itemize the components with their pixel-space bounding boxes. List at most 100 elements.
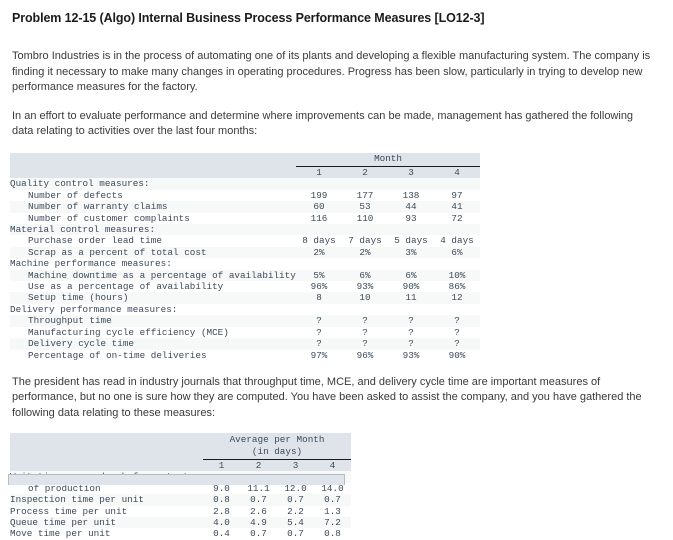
row-value [296, 224, 342, 235]
table-one-col-4: 4 [434, 166, 481, 179]
average-per-month-table: Average per Month (in days) 1 2 3 4 Wait… [10, 433, 352, 540]
rule-gap-2 [10, 457, 203, 460]
row-value: 0.7 [250, 494, 267, 506]
table-row: Number of defects 199 177 138 97 [10, 189, 481, 202]
page-title: Problem 12-15 (Algo) Internal Business P… [12, 11, 485, 25]
spanner-rule-2 [203, 457, 352, 460]
row-value: 41 [451, 201, 463, 213]
rule-gap [10, 164, 296, 167]
row-value: ? [362, 338, 368, 350]
row-value: 7.2 [324, 516, 341, 528]
table-one-col-3: 3 [388, 166, 434, 179]
table-two-spanner-label-1: Average per Month [203, 433, 352, 446]
spanner-gap-2b [10, 445, 203, 458]
table-two-spanner-row-2: (in days) [10, 445, 352, 458]
row-label: Setup time (hours) [28, 292, 129, 304]
spanner-rule [296, 164, 481, 167]
row-value: 0.7 [250, 528, 267, 540]
row-value: 5 days [394, 235, 428, 247]
row-value: 96% [356, 349, 374, 361]
table-row: Throughput time???? [10, 315, 481, 327]
row-label: Scrap as a percent of total cost [28, 246, 207, 258]
row-value: 6% [405, 269, 417, 281]
row-value: 97% [310, 349, 328, 361]
row-value: 8 days [302, 235, 336, 247]
row-label: Machine performance measures: [10, 258, 172, 270]
table-row: Machine downtime as a percentage of avai… [10, 269, 481, 282]
table-row: Queue time per unit 4.0 4.9 5.4 7.2 [10, 516, 352, 529]
row-value: ? [408, 315, 414, 327]
row-value: ? [454, 326, 460, 338]
spanner-gap [10, 152, 296, 165]
row-value: 60 [313, 201, 325, 213]
row-value: 96% [310, 281, 328, 293]
row-label: Delivery cycle time [28, 338, 135, 350]
table-row: Inspection time per unit 0.8 0.7 0.7 0.7 [10, 494, 352, 506]
table-row: Delivery cycle time???? [10, 338, 481, 350]
row-value: 2% [359, 246, 371, 258]
row-label: Delivery performance measures: [10, 303, 178, 315]
table-two-spanner-row-1: Average per Month [10, 433, 352, 446]
row-value: 86% [448, 281, 466, 293]
row-label: Number of warranty claims [28, 201, 168, 213]
table-row: Manufacturing cycle efficiency (MCE)???? [10, 326, 481, 339]
table-two-header-row: 1 2 3 4 [10, 459, 352, 472]
table-one-body: Quality control measures: Number of defe… [10, 178, 481, 361]
row-value [434, 224, 480, 235]
row-value [388, 178, 434, 189]
row-value [296, 258, 342, 269]
table-row: Number of warranty claims 60 53 44 41 [10, 201, 481, 213]
row-value: ? [454, 315, 460, 327]
row-value: 10% [448, 269, 466, 281]
table-row: Machine performance measures: [10, 258, 481, 270]
row-value [296, 178, 342, 189]
table-row: Quality control measures: [10, 178, 481, 190]
row-label: Number of defects [28, 189, 123, 201]
table-row: Process time per unit 2.8 2.6 2.2 1.3 [10, 505, 352, 517]
row-value: ? [362, 326, 368, 338]
row-label: Manufacturing cycle efficiency (MCE) [28, 326, 229, 338]
row-value: 3% [405, 246, 417, 258]
table-row: Use as a percentage of availability 96% 93… [10, 281, 481, 293]
row-value: 0.7 [287, 494, 304, 506]
row-value [296, 304, 342, 315]
row-value: 5% [313, 269, 325, 281]
row-label: Material control measures: [10, 224, 156, 236]
row-value: 0.4 [213, 528, 230, 540]
row-value [434, 178, 480, 189]
row-value: 2.2 [287, 505, 304, 517]
row-value: 138 [402, 189, 420, 201]
table-two-col-1: 1 [203, 459, 240, 472]
table-one-col-1: 1 [296, 166, 342, 179]
intro-paragraph-3: The president has read in industry journ… [12, 375, 642, 419]
table-one-corner [10, 166, 296, 179]
row-label: Number of customer complaints [28, 212, 190, 224]
row-value [388, 224, 434, 235]
row-label: Quality control measures: [10, 178, 150, 190]
table-one-spanner-label: Month [296, 152, 481, 165]
row-value [342, 258, 388, 269]
row-value: 116 [310, 212, 328, 224]
row-value: ? [408, 338, 414, 350]
table-row: Percentage of on-time deliveries 97% 96% 93… [10, 349, 481, 361]
row-value: 4 days [440, 235, 474, 247]
row-value [434, 258, 480, 269]
intro-paragraph-2: In an effort to evaluate performance and… [12, 109, 634, 138]
row-value: 93 [405, 212, 417, 224]
table-row: Purchase order lead time 8 days 7 days 5 da… [10, 235, 481, 247]
table-row: Scrap as a percent of total cost 2% 2% 3% 6% [10, 246, 481, 259]
row-value: 4.9 [250, 516, 267, 528]
row-value: 8 [316, 292, 322, 304]
row-value: 2.8 [213, 505, 230, 517]
row-value: 93% [356, 281, 374, 293]
table-row: Material control measures: [10, 224, 481, 236]
table-two-col-4: 4 [314, 459, 352, 472]
intro-paragraph-1: Tombro Industries is in the process of a… [12, 50, 651, 93]
row-value: ? [408, 326, 414, 338]
horizontal-scrollbar[interactable] [8, 474, 345, 485]
row-value: 93% [402, 349, 420, 361]
row-label: Machine downtime as a percentage of avai… [28, 269, 296, 281]
row-value: 0.7 [287, 528, 304, 540]
row-value: 72 [451, 212, 463, 224]
row-label: Purchase order lead time [28, 235, 162, 247]
